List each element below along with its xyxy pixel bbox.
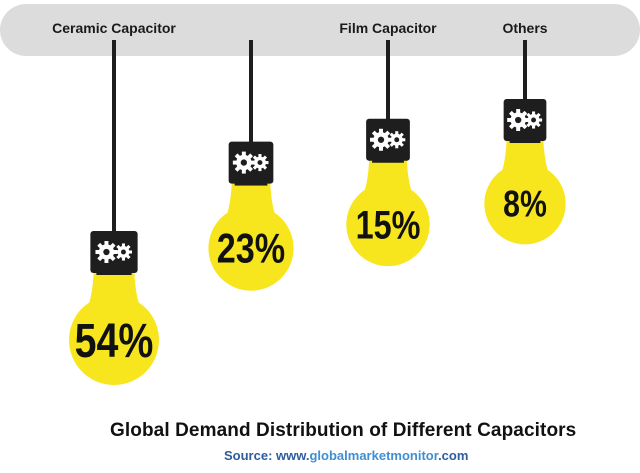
bulb-socket <box>228 141 274 186</box>
ceiling-bar <box>0 4 640 56</box>
source-domain: globalmarketmonitor <box>309 448 439 463</box>
chart-title: Global Demand Distribution of Different … <box>110 420 577 441</box>
bulb-3: 15% <box>346 40 430 267</box>
gear-icon <box>525 111 543 129</box>
source-prefix: Source: www. <box>224 448 310 463</box>
bulb-glass <box>208 181 294 291</box>
bulb-socket <box>503 99 547 144</box>
bulb-value-label: 23% <box>217 226 285 273</box>
category-labels: Ceramic Capacitor Film Capacitor Others <box>52 20 548 36</box>
source-suffix: .com <box>438 448 469 463</box>
category-label: Others <box>502 20 547 36</box>
gear-icon <box>251 154 269 172</box>
gear-icon <box>232 151 255 174</box>
bulb-glass <box>346 158 430 267</box>
gear-icon <box>370 128 392 151</box>
bulb-value-label: 54% <box>75 314 154 368</box>
bulb-socket <box>366 118 410 163</box>
bulb-glass <box>484 139 566 245</box>
bulb-value-label: 15% <box>356 202 421 247</box>
bulb-1: 54% <box>69 40 159 385</box>
bulb-value-label: 8% <box>503 184 547 226</box>
gear-icon <box>507 109 530 131</box>
bulb-2: 23% <box>208 40 294 291</box>
gear-icon <box>95 241 118 263</box>
category-label: Ceramic Capacitor <box>52 20 176 36</box>
category-label: Film Capacitor <box>339 20 437 36</box>
gear-icon <box>388 131 406 149</box>
bulb-glass <box>69 271 159 385</box>
bulb-4: 8% <box>484 40 566 245</box>
bulb-socket <box>90 231 138 275</box>
bulbs-group: 54% 23% 15% 8% <box>69 40 566 385</box>
gear-icon <box>114 243 132 261</box>
source-line: Source: www.globalmarketmonitor.com <box>224 448 468 463</box>
